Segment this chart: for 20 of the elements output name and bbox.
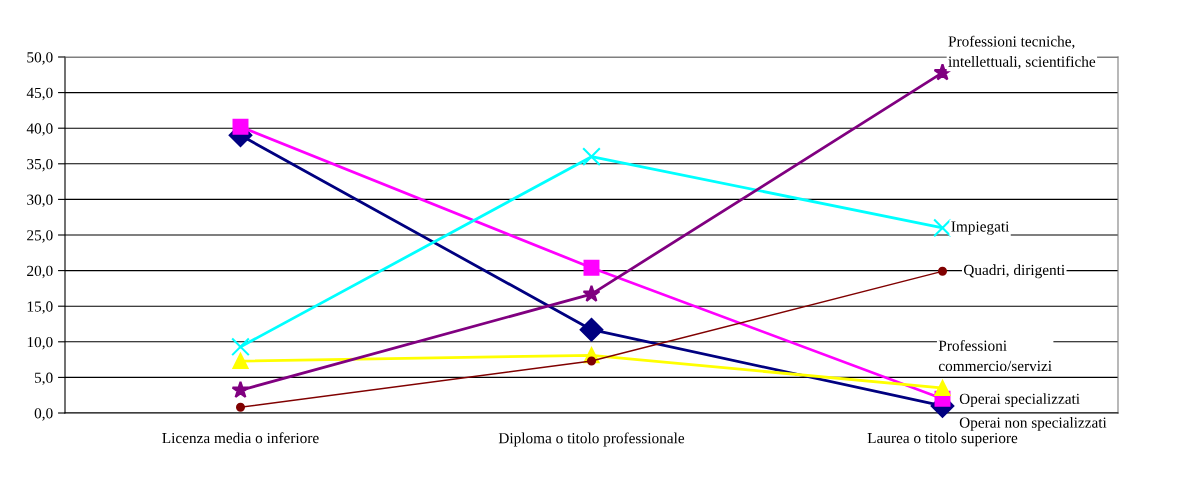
series-label: Quadri, dirigenti (963, 264, 1065, 279)
y-tick-label: 35,0 (27, 158, 53, 172)
series-label: Operai non specializzati (959, 416, 1107, 431)
series-label: Professioni tecniche, intellettuali, scientifiche (948, 35, 1096, 69)
y-tick-label: 45,0 (26, 87, 53, 101)
series-label: Professioni commercio/servizi (938, 339, 1052, 372)
series-label: Operai specializzati (959, 393, 1080, 408)
x-tick-label: Laurea o titolo superiore (867, 432, 1018, 447)
y-tick-label: 30,0 (27, 194, 53, 208)
x-tick-label: Diploma o titolo professionale (498, 432, 685, 447)
y-tick-label: 15,0 (27, 301, 53, 314)
y-tick-label: 25,0 (27, 230, 53, 243)
y-tick-label: 10,0 (27, 336, 53, 350)
y-tick-label: 40,0 (26, 123, 53, 136)
series-label: Impiegati (951, 221, 1010, 235)
x-tick-label: Licenza media o inferiore (162, 432, 319, 444)
y-tick-label: 0,0 (34, 408, 53, 421)
y-tick-label: 20,0 (27, 265, 53, 279)
y-tick-label: 5,0 (34, 372, 53, 386)
y-tick-label: 50,0 (27, 52, 53, 65)
